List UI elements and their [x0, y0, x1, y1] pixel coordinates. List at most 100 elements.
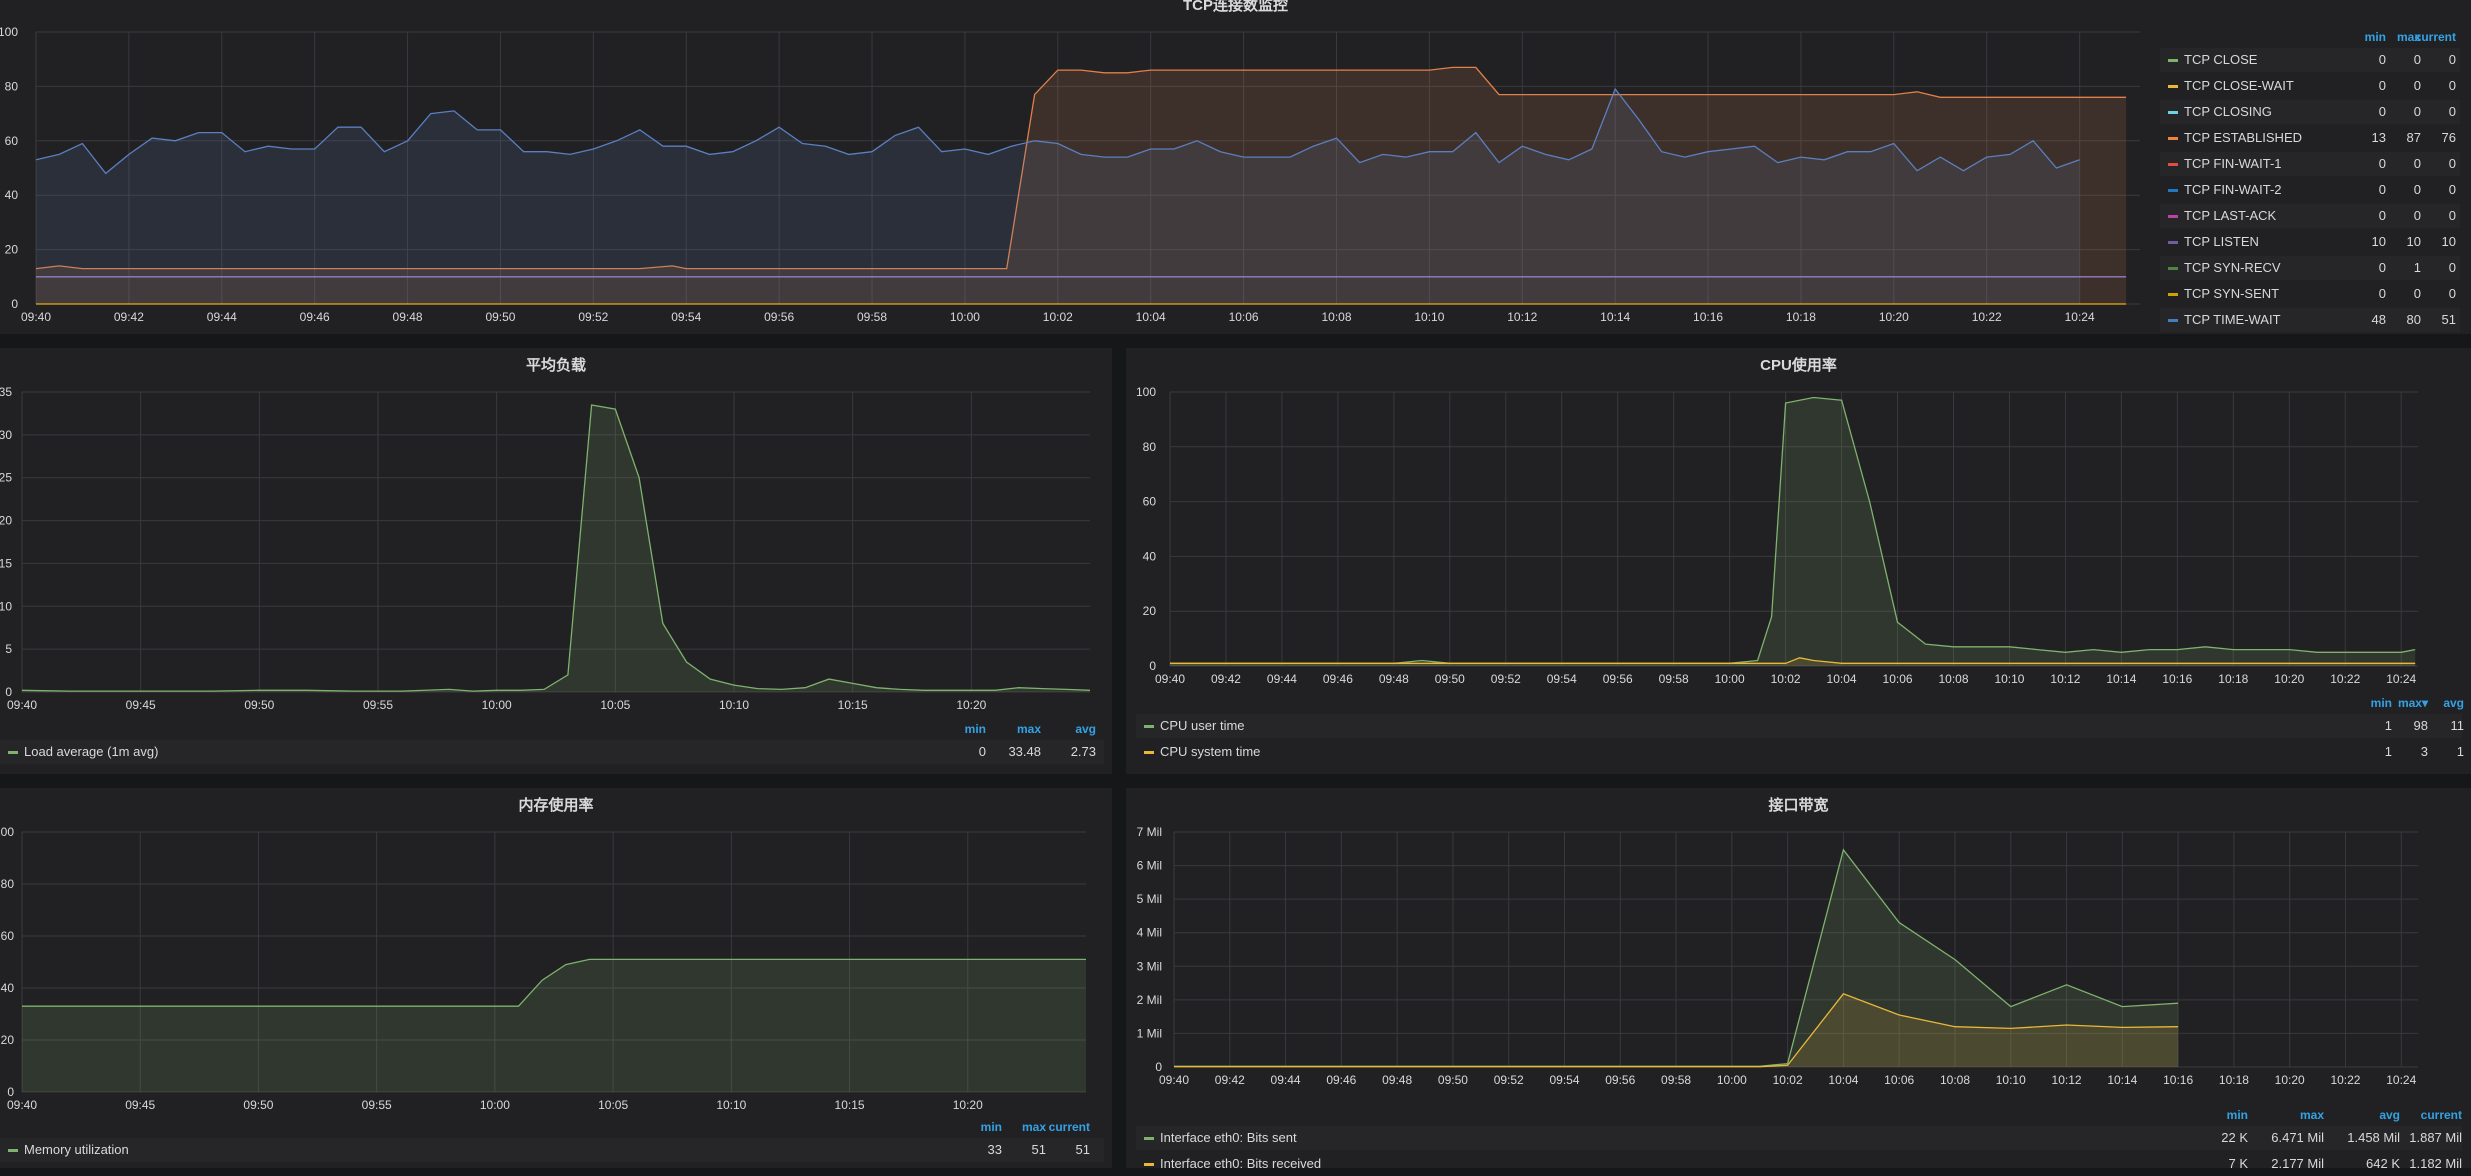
legend-swatch: [8, 1149, 18, 1152]
legend-value-max: 0: [2413, 286, 2421, 301]
legend-label: TCP LISTEN: [2184, 234, 2259, 249]
y-tick-label: 0: [11, 297, 18, 311]
x-tick-label: 10:00: [482, 698, 512, 712]
panel-title[interactable]: 接口带宽: [1768, 797, 1829, 814]
legend-label: TCP TIME-WAIT: [2184, 312, 2281, 327]
legend-label: TCP FIN-WAIT-1: [2184, 156, 2282, 171]
legend-item[interactable]: TCP ESTABLISHED 13 87 76: [2160, 126, 2460, 150]
legend-header-0[interactable]: min: [964, 722, 986, 736]
legend-item[interactable]: CPU system time 1 3 1: [1136, 740, 2464, 764]
panel-title[interactable]: 内存使用率: [518, 797, 594, 814]
legend-value-current: 0: [2448, 78, 2456, 93]
x-tick-label: 10:06: [1884, 1073, 1914, 1087]
memory-chart[interactable]: 0 20 40 60 80 100 09:40 09:45 09:50 09:55 10:00 10:…: [0, 788, 1112, 1118]
legend-item[interactable]: Interface eth0: Bits sent 22 K 6.471 Mil 1.…: [1136, 1126, 2462, 1150]
x-tick-label: 10:10: [716, 1098, 746, 1112]
legend-value-min: 0: [2378, 52, 2386, 67]
legend-value-min: 10: [2371, 234, 2386, 249]
legend-header-0[interactable]: min: [980, 1120, 1002, 1134]
panel-title[interactable]: TCP连接数监控: [1182, 0, 1288, 14]
x-tick-label: 10:14: [2106, 672, 2136, 686]
legend-item[interactable]: TCP FIN-WAIT-2 0 0 0: [2160, 178, 2460, 202]
legend-item[interactable]: Load average (1m avg) 0 33.48 2.73: [0, 740, 1104, 764]
legend-value-current: 0: [2448, 182, 2456, 197]
x-tick-label: 10:20: [956, 698, 986, 712]
tcp-chart[interactable]: 0 20 40 60 80 100 09:40 09:42 09:44 09:46 09:48 09:…: [0, 0, 2150, 334]
cpu-chart[interactable]: 0 20 40 60 80 100 09:40 09:42 09:44 09:46 09:48 09:…: [1126, 348, 2471, 692]
legend-header-1[interactable]: max: [2299, 1108, 2324, 1122]
legend-header-2[interactable]: current: [2414, 30, 2456, 44]
panel-title[interactable]: 平均负载: [525, 357, 586, 374]
legend-header-1[interactable]: max: [1021, 1120, 1046, 1134]
legend-header-3[interactable]: current: [2420, 1108, 2462, 1122]
x-tick-label: 09:54: [1549, 1073, 1579, 1087]
x-tick-label: 09:56: [1605, 1073, 1635, 1087]
legend-value-avg: 2.73: [1070, 744, 1096, 759]
legend-swatch: [2168, 189, 2178, 192]
legend-item[interactable]: Interface eth0: Bits received 7 K 2.177 Mi…: [1136, 1152, 2462, 1176]
series-line: [21, 404, 1091, 692]
y-tick-label: 15: [0, 556, 12, 570]
legend-item[interactable]: TCP LAST-ACK 0 0 0: [2160, 204, 2460, 228]
legend-value-current: 51: [2441, 312, 2456, 327]
legend-item[interactable]: TCP SYN-SENT 0 0 0: [2160, 282, 2460, 306]
y-tick-label: 5 Mil: [1137, 892, 1162, 906]
legend-item[interactable]: TCP CLOSING 0 0 0: [2160, 100, 2460, 124]
x-tick-label: 10:15: [838, 698, 868, 712]
load-chart[interactable]: 0 5 10 15 20 25 30 35 09:40 09:45 09:50 09:55 10:00 1…: [0, 348, 1112, 718]
legend-value-current: 1.182 Mil: [2409, 1156, 2462, 1171]
legend-header-2[interactable]: avg: [2443, 696, 2464, 710]
legend-value-avg: 11: [2450, 718, 2465, 733]
x-tick-label: 09:42: [114, 310, 144, 324]
legend-header-0[interactable]: min: [2370, 696, 2392, 710]
bandwidth-chart[interactable]: 0 1 Mil 2 Mil 3 Mil 4 Mil 5 Mil 6 Mil 7 Mil 09:4…: [1126, 788, 2471, 1098]
legend-value-min: 33: [987, 1142, 1002, 1157]
legend-item[interactable]: CPU user time 1 98 11: [1136, 714, 2465, 738]
legend-item[interactable]: TCP CLOSE 0 0 0: [2160, 48, 2460, 72]
panel-title[interactable]: CPU使用率: [1760, 357, 1837, 374]
y-tick-label: 40: [1, 981, 15, 995]
legend-value-min: 0: [2378, 78, 2386, 93]
x-tick-label: 10:08: [1938, 672, 1968, 686]
x-tick-label: 09:52: [578, 310, 608, 324]
legend-item[interactable]: TCP SYN-RECV 0 1 0: [2160, 256, 2460, 280]
x-tick-label: 10:00: [1717, 1073, 1747, 1087]
y-tick-label: 100: [0, 825, 14, 839]
x-tick-label: 09:46: [1323, 672, 1353, 686]
y-tick-label: 100: [0, 25, 18, 39]
legend-swatch: [1144, 1137, 1154, 1140]
x-tick-label: 10:18: [2218, 672, 2248, 686]
legend-value-avg: 642 K: [2366, 1156, 2400, 1171]
legend-item[interactable]: TCP CLOSE-WAIT 0 0 0: [2160, 74, 2460, 98]
legend-header-2[interactable]: current: [1048, 1120, 1090, 1134]
legend-header-2[interactable]: avg: [2379, 1108, 2400, 1122]
legend-header-1[interactable]: max: [2396, 30, 2421, 44]
legend-value-current: 0: [2448, 52, 2456, 67]
x-tick-label: 10:04: [1136, 310, 1166, 324]
legend-header-0[interactable]: min: [2226, 1108, 2248, 1122]
x-tick-label: 09:44: [1271, 1073, 1301, 1087]
legend-item[interactable]: TCP FIN-WAIT-1 0 0 0: [2160, 152, 2460, 176]
y-tick-label: 6 Mil: [1137, 859, 1162, 873]
legend-value-current: 0: [2448, 156, 2456, 171]
x-tick-label: 10:20: [2274, 672, 2304, 686]
x-tick-label: 09:40: [7, 1098, 37, 1112]
x-tick-label: 10:20: [1879, 310, 1909, 324]
x-tick-label: 10:22: [1972, 310, 2002, 324]
legend-label: TCP SYN-SENT: [2184, 286, 2280, 301]
y-tick-label: 40: [1143, 549, 1157, 563]
y-tick-label: 20: [5, 243, 19, 257]
legend-value-max: 2.177 Mil: [2271, 1156, 2324, 1171]
x-tick-label: 09:50: [1435, 672, 1465, 686]
legend-value-min: 7 K: [2228, 1156, 2248, 1171]
legend-item[interactable]: Memory utilization 33 51 51: [0, 1138, 1104, 1162]
load-legend: min max avg Load average (1m avg) 0 33.48 2.73: [0, 720, 1112, 774]
legend-header-1[interactable]: max: [1016, 722, 1041, 736]
legend-swatch: [2168, 293, 2178, 296]
legend-header-2[interactable]: avg: [1075, 722, 1096, 736]
legend-header-1[interactable]: max▾: [2397, 696, 2428, 710]
x-tick-label: 09:44: [1267, 672, 1297, 686]
legend-item[interactable]: TCP LISTEN 10 10 10: [2160, 230, 2460, 254]
legend-item[interactable]: TCP TIME-WAIT 48 80 51: [2160, 308, 2460, 332]
legend-header-0[interactable]: min: [2364, 30, 2386, 44]
